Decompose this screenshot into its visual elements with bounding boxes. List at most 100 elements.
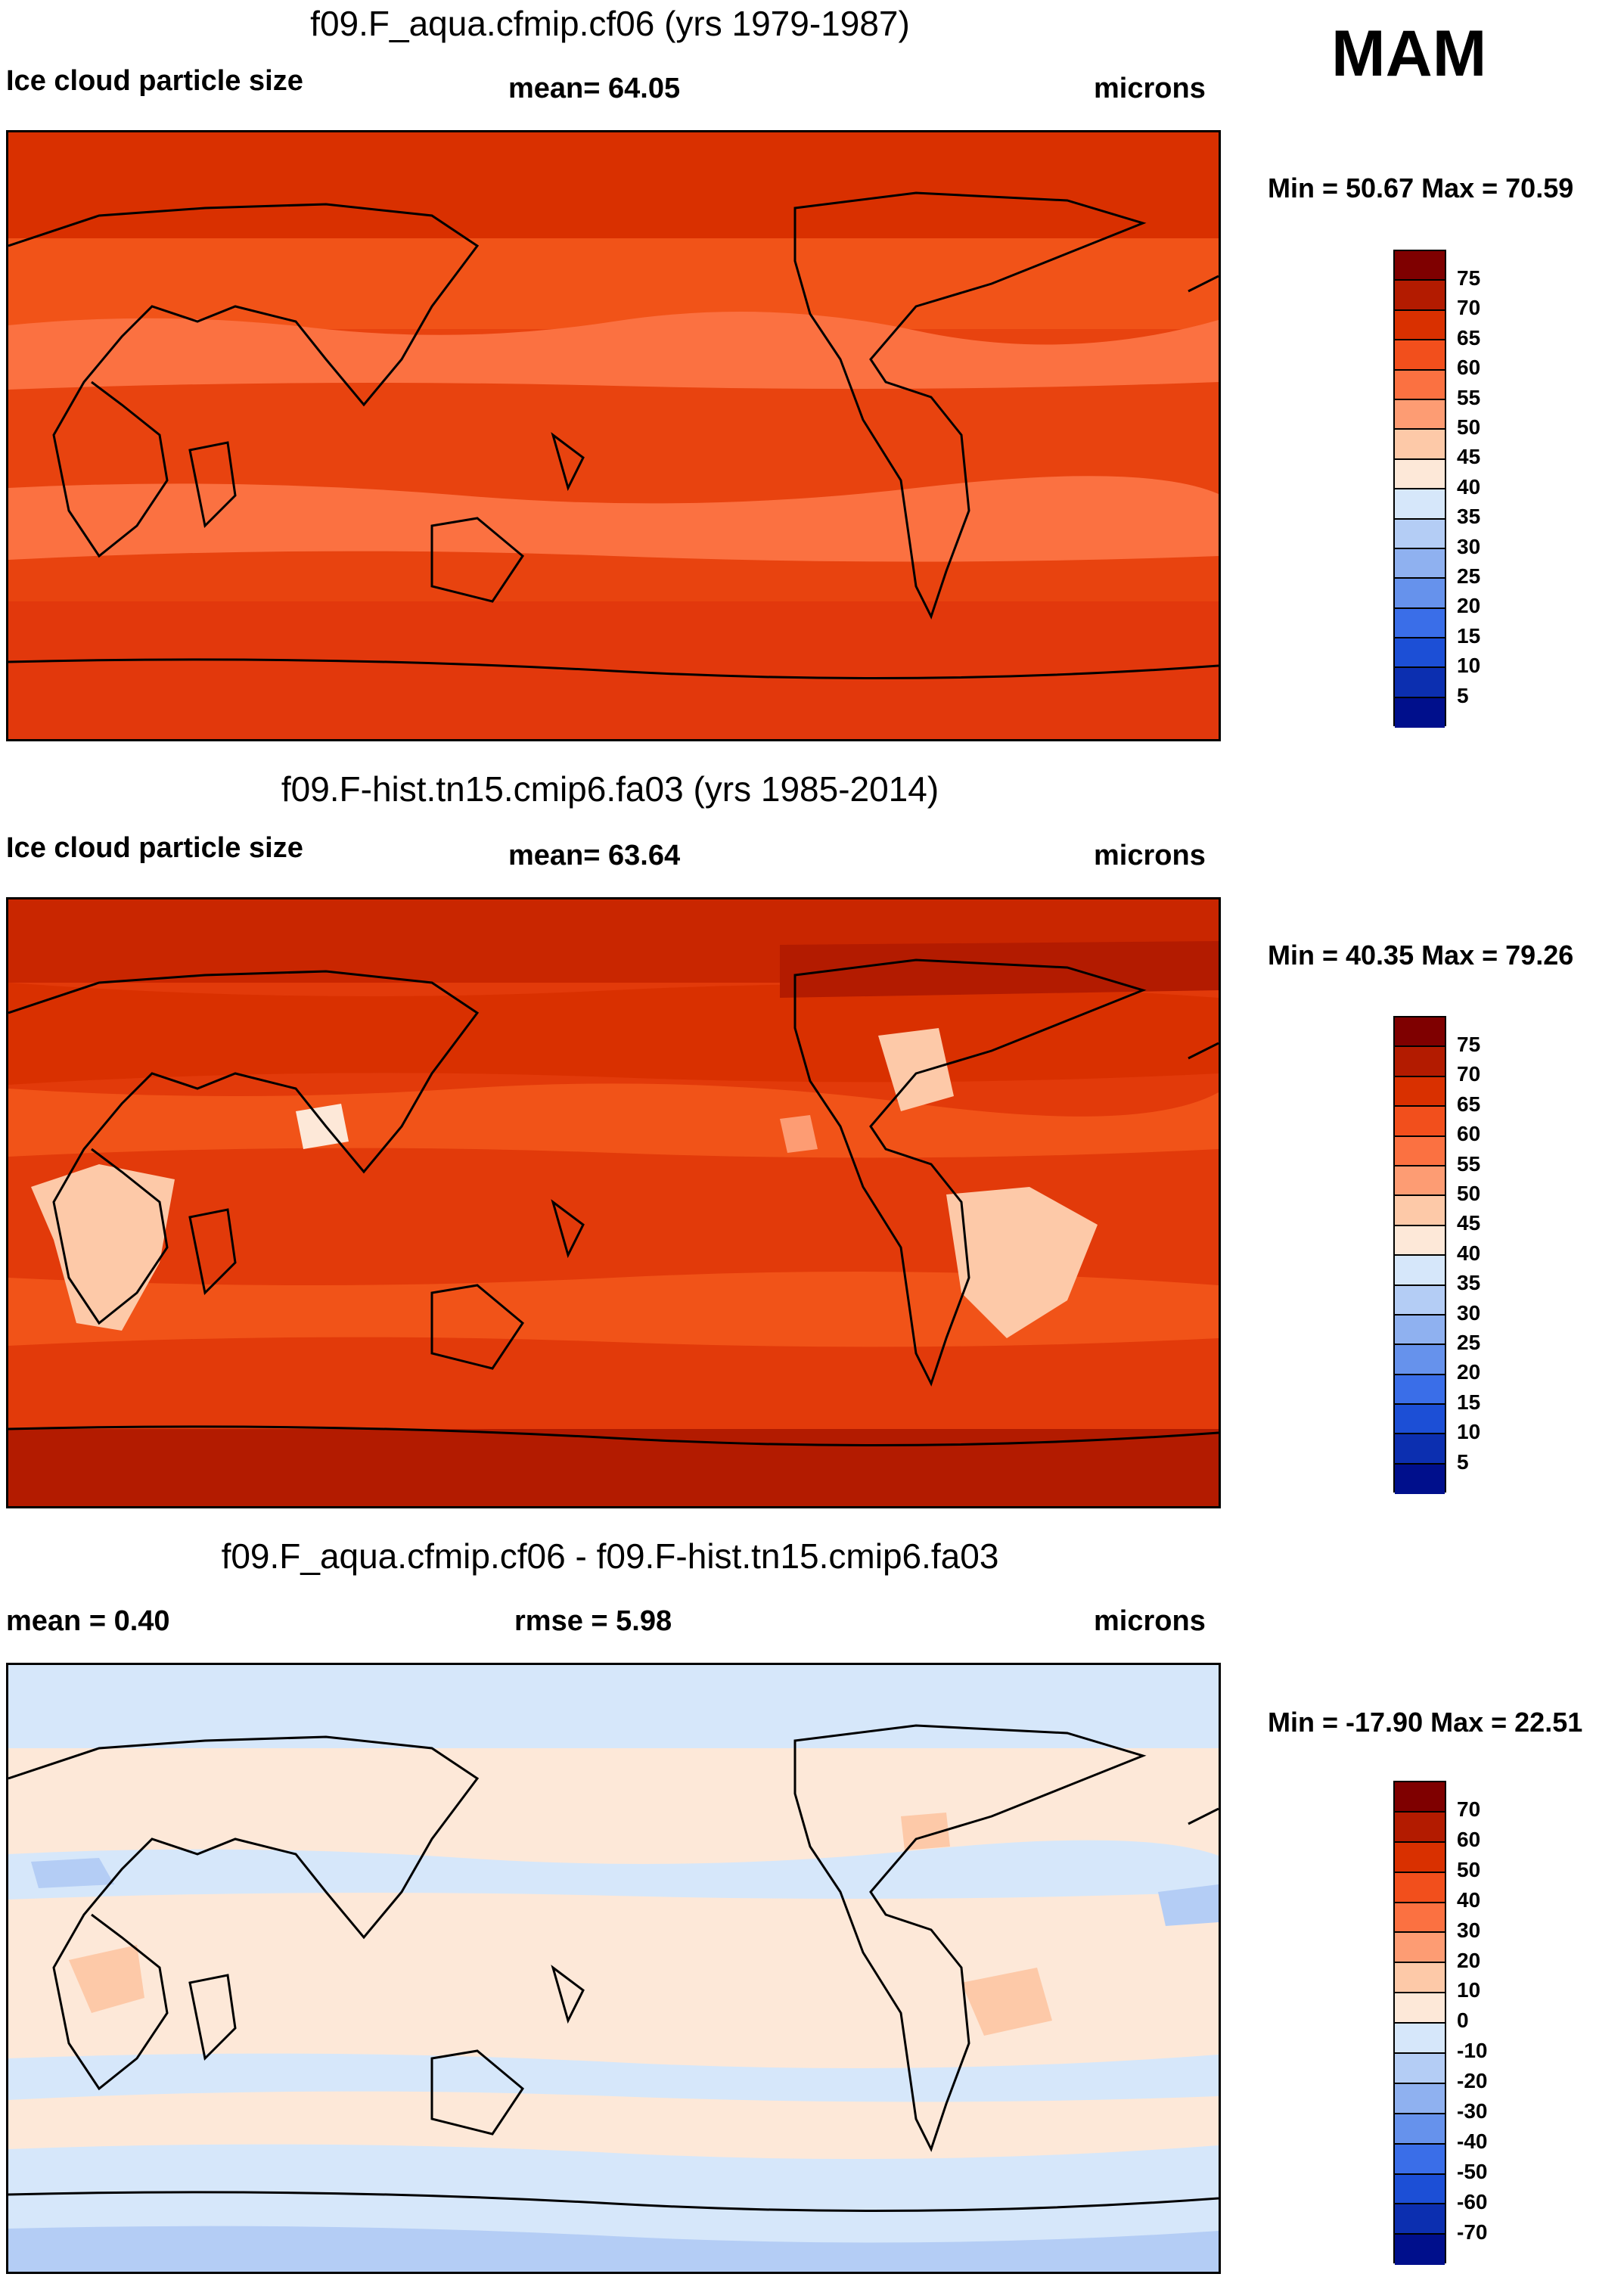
panel3-units-label: microns: [1094, 1605, 1206, 1637]
colorbar-swatch: [1395, 638, 1445, 669]
colorbar-tick: 75: [1457, 266, 1481, 290]
colorbar-tick: 40: [1457, 1887, 1481, 1912]
colorbar-swatch: [1395, 2024, 1445, 2055]
colorbar-tick: -10: [1457, 2039, 1488, 2063]
colorbar-tick: 45: [1457, 1211, 1481, 1235]
colorbar-swatch: [1395, 2204, 1445, 2235]
panel3-colorbar: [1393, 1781, 1446, 2266]
colorbar-tick: -40: [1457, 2129, 1488, 2153]
panel3-rmse-label: rmse = 5.98: [514, 1605, 672, 1637]
colorbar-swatch: [1395, 1166, 1445, 1197]
colorbar-tick: 50: [1457, 1857, 1481, 1881]
colorbar-swatch: [1395, 1256, 1445, 1286]
colorbar-tick: 60: [1457, 356, 1481, 380]
panel2-map: [6, 897, 1221, 1508]
colorbar-tick: 70: [1457, 296, 1481, 320]
panel2-units-label: microns: [1094, 840, 1206, 871]
colorbar-tick: 35: [1457, 505, 1481, 529]
colorbar-swatch: [1395, 489, 1445, 520]
colorbar-swatch: [1395, 1225, 1445, 1257]
colorbar-swatch: [1395, 2054, 1445, 2084]
panel3-map: [6, 1663, 1221, 2274]
colorbar-swatch: [1395, 1812, 1445, 1843]
colorbar-swatch: [1395, 1345, 1445, 1375]
colorbar-tick: 75: [1457, 1033, 1481, 1056]
colorbar-tick: 70: [1457, 1797, 1481, 1821]
colorbar-tick: 55: [1457, 385, 1481, 409]
colorbar-swatch: [1395, 1993, 1445, 2024]
panel1-coastlines: [8, 191, 1219, 679]
colorbar-tick: 25: [1457, 564, 1481, 588]
colorbar-tick: 70: [1457, 1062, 1481, 1086]
colorbar-swatch: [1395, 1136, 1445, 1166]
colorbar-tick: 65: [1457, 325, 1481, 349]
colorbar-tick: 50: [1457, 415, 1481, 439]
colorbar-swatch: [1395, 1047, 1445, 1077]
panel1-mean-label: mean= 64.05: [508, 73, 681, 104]
panel2-colorbar: [1393, 1016, 1446, 1495]
panel1-map: [6, 130, 1221, 741]
colorbar-swatch: [1395, 1285, 1445, 1316]
colorbar-swatch: [1395, 519, 1445, 549]
colorbar-swatch: [1395, 1076, 1445, 1107]
colorbar-tick: 20: [1457, 1360, 1481, 1384]
colorbar-swatch: [1395, 1842, 1445, 1873]
panel3-mean-label: mean = 0.40: [6, 1605, 170, 1637]
colorbar-tick: 60: [1457, 1827, 1481, 1851]
colorbar-swatch: [1395, 459, 1445, 490]
colorbar-swatch: [1395, 399, 1445, 430]
colorbar-tick: 5: [1457, 1449, 1469, 1474]
panel1-variable-label: Ice cloud particle size: [6, 65, 303, 97]
colorbar-tick: 50: [1457, 1182, 1481, 1205]
colorbar-swatch: [1395, 608, 1445, 639]
colorbar-swatch: [1395, 2114, 1445, 2145]
panel1-map-svg: [8, 132, 1219, 739]
colorbar-tick: 0: [1457, 2008, 1469, 2033]
panel1-title: f09.F_aqua.cfmip.cf06 (yrs 1979-1987): [310, 4, 910, 43]
panel2-map-svg: [8, 899, 1219, 1506]
colorbar-swatch: [1395, 1903, 1445, 1934]
colorbar-swatch: [1395, 579, 1445, 609]
colorbar-tick: 25: [1457, 1331, 1481, 1354]
colorbar-tick: 30: [1457, 1300, 1481, 1325]
colorbar-tick: 15: [1457, 1390, 1481, 1414]
colorbar-swatch: [1395, 2235, 1445, 2266]
colorbar-swatch: [1395, 1933, 1445, 1964]
panel3-title: f09.F_aqua.cfmip.cf06 - f09.F-hist.tn15.…: [221, 1536, 999, 1576]
panel2-mean-label: mean= 63.64: [508, 840, 681, 871]
colorbar-swatch: [1395, 548, 1445, 579]
colorbar-tick: 20: [1457, 1948, 1481, 1972]
panel3-map-svg: [8, 1665, 1219, 2272]
colorbar-swatch: [1395, 1196, 1445, 1226]
colorbar-tick: -20: [1457, 2069, 1488, 2093]
colorbar-swatch: [1395, 340, 1445, 371]
colorbar-swatch: [1395, 2144, 1445, 2175]
panel2-coastlines: [8, 958, 1219, 1446]
colorbar-tick: 35: [1457, 1271, 1481, 1295]
colorbar-swatch: [1395, 668, 1445, 698]
colorbar-tick: 10: [1457, 1978, 1481, 2002]
colorbar-tick: 40: [1457, 474, 1481, 499]
colorbar-tick: 45: [1457, 445, 1481, 469]
colorbar-swatch: [1395, 281, 1445, 311]
colorbar-swatch: [1395, 1434, 1445, 1465]
colorbar-swatch: [1395, 1405, 1445, 1435]
colorbar-swatch: [1395, 310, 1445, 341]
colorbar-tick: -30: [1457, 2099, 1488, 2123]
colorbar-swatch: [1395, 1963, 1445, 1994]
colorbar-tick: 10: [1457, 654, 1481, 678]
colorbar-swatch: [1395, 1375, 1445, 1406]
colorbar-swatch: [1395, 1464, 1445, 1495]
season-label: MAM: [1331, 17, 1487, 90]
colorbar-tick: 5: [1457, 683, 1469, 707]
colorbar-swatch: [1395, 1872, 1445, 1903]
colorbar-swatch: [1395, 2083, 1445, 2114]
colorbar-tick: -60: [1457, 2189, 1488, 2213]
colorbar-tick: 55: [1457, 1151, 1481, 1176]
colorbar-tick: 20: [1457, 594, 1481, 618]
colorbar-tick: 40: [1457, 1241, 1481, 1265]
panel3-coastlines: [8, 1724, 1219, 2212]
colorbar-tick: 60: [1457, 1122, 1481, 1146]
colorbar-swatch: [1395, 1315, 1445, 1346]
panel1-minmax: Min = 50.67 Max = 70.59: [1268, 172, 1574, 203]
